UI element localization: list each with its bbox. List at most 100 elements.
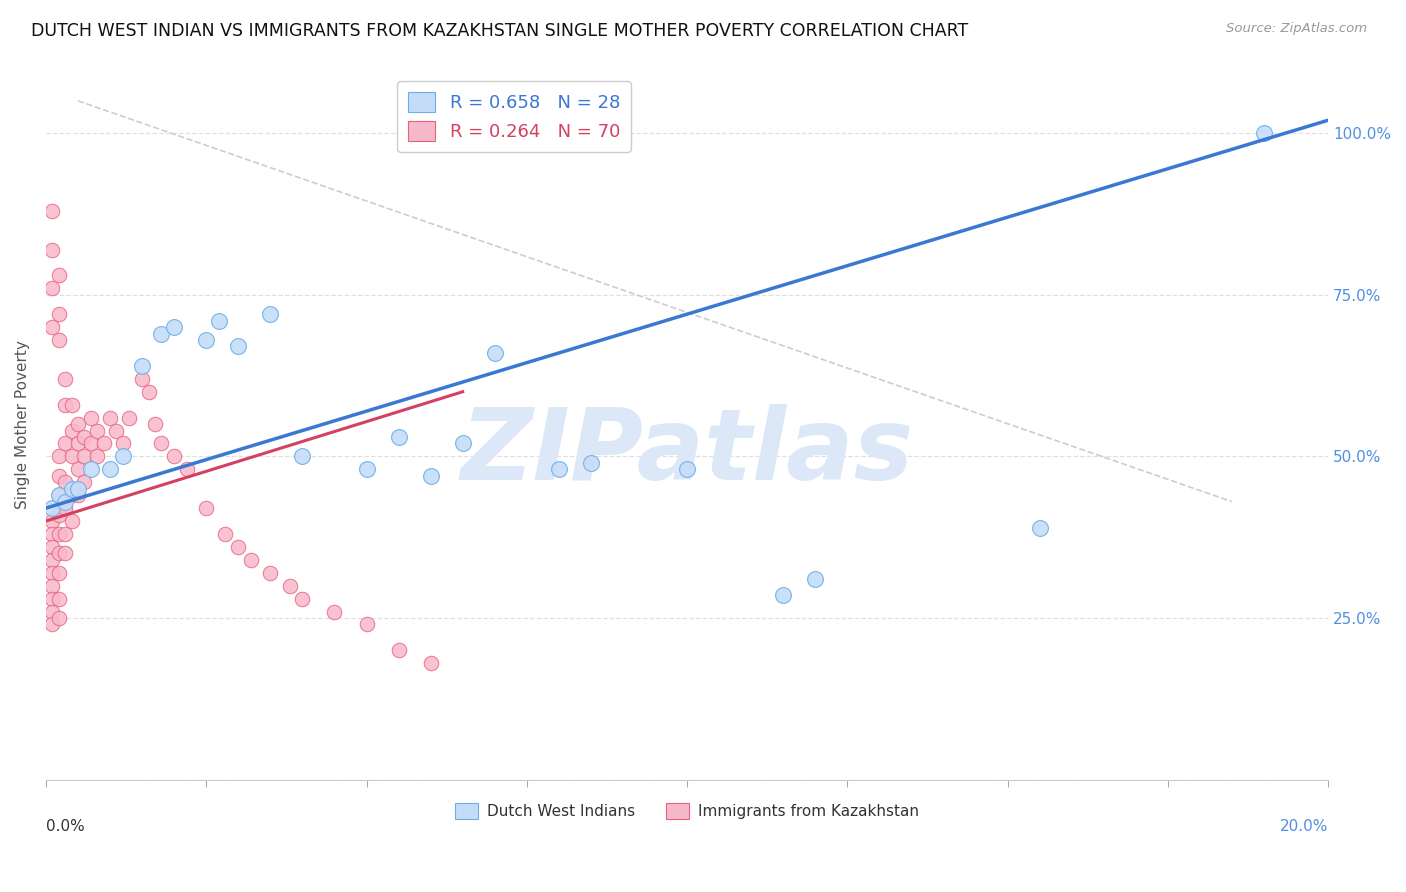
Point [176,462,198,476]
Point [60,424,83,438]
Point [547,462,569,476]
Point [48,268,70,283]
Point [53,501,76,516]
Legend: Dutch West Indians, Immigrants from Kazakhstan: Dutch West Indians, Immigrants from Kaza… [449,797,925,825]
Point [53,398,76,412]
Point [41,281,63,295]
Point [48,488,70,502]
Point [66,462,89,476]
Point [143,417,166,431]
Point [48,527,70,541]
Point [195,501,218,516]
Point [226,339,249,353]
Point [291,450,314,464]
Point [259,307,281,321]
Point [60,482,83,496]
Point [73,450,96,464]
Point [150,326,173,341]
Point [484,346,506,360]
Point [41,566,63,580]
Point [41,243,63,257]
Point [48,508,70,522]
Point [356,462,378,476]
Point [48,566,70,580]
Point [111,436,134,450]
Text: ZIPatlas: ZIPatlas [461,404,914,501]
Point [226,540,249,554]
Point [48,307,70,321]
Point [387,430,409,444]
Point [419,468,441,483]
Point [48,591,70,606]
Point [53,527,76,541]
Point [291,591,314,606]
Point [259,566,281,580]
Point [73,475,96,490]
Point [53,475,76,490]
Point [41,591,63,606]
Point [66,417,89,431]
Point [41,527,63,541]
Point [579,456,602,470]
Point [323,605,346,619]
Point [98,410,121,425]
Point [772,588,794,602]
Point [60,450,83,464]
Point [676,462,699,476]
Point [48,611,70,625]
Point [60,398,83,412]
Point [48,333,70,347]
Point [80,462,103,476]
Point [41,320,63,334]
Point [419,657,441,671]
Point [53,372,76,386]
Point [86,450,108,464]
Point [48,450,70,464]
Point [1028,520,1050,534]
Point [356,617,378,632]
Point [195,333,218,347]
Point [804,572,827,586]
Point [86,424,108,438]
Point [48,546,70,560]
Point [60,488,83,502]
Point [53,436,76,450]
Text: Source: ZipAtlas.com: Source: ZipAtlas.com [1226,22,1367,36]
Y-axis label: Single Mother Poverty: Single Mother Poverty [15,340,30,508]
Point [278,579,301,593]
Point [66,482,89,496]
Point [41,540,63,554]
Point [451,436,474,450]
Point [41,203,63,218]
Point [53,546,76,560]
Point [41,579,63,593]
Point [118,410,141,425]
Point [131,372,153,386]
Point [163,450,186,464]
Point [48,488,70,502]
Point [41,605,63,619]
Point [1253,126,1275,140]
Text: 0.0%: 0.0% [46,819,84,834]
Point [48,468,70,483]
Point [41,501,63,516]
Point [214,527,236,541]
Point [66,488,89,502]
Point [41,514,63,528]
Point [111,450,134,464]
Point [53,494,76,508]
Point [150,436,173,450]
Point [208,313,231,327]
Point [131,359,153,373]
Point [163,320,186,334]
Point [66,436,89,450]
Text: DUTCH WEST INDIAN VS IMMIGRANTS FROM KAZAKHSTAN SINGLE MOTHER POVERTY CORRELATIO: DUTCH WEST INDIAN VS IMMIGRANTS FROM KAZ… [31,22,969,40]
Text: 20.0%: 20.0% [1279,819,1329,834]
Point [138,384,160,399]
Point [98,462,121,476]
Point [60,514,83,528]
Point [105,424,128,438]
Point [73,430,96,444]
Point [387,643,409,657]
Point [41,553,63,567]
